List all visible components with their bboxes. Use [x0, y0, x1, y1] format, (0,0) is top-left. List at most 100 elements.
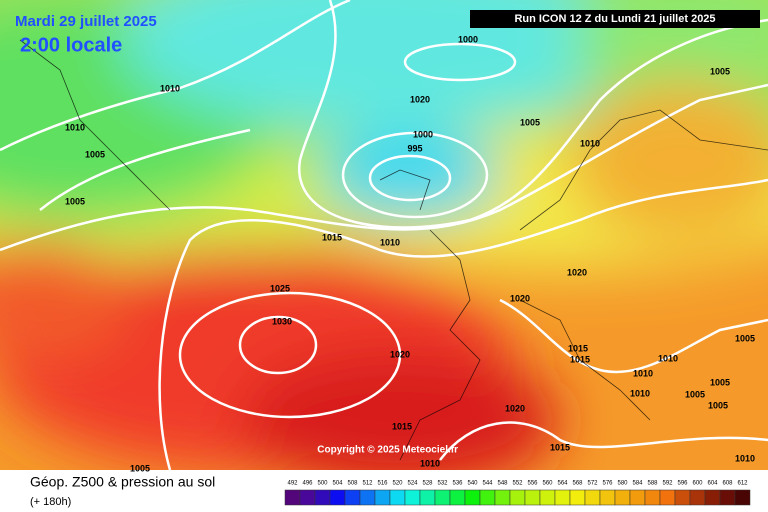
colorbar-label: 576	[602, 481, 613, 487]
date: Mardi 29 juillet 2025	[15, 13, 157, 30]
colorbar-label: 596	[677, 481, 688, 487]
colorbar-label: 548	[497, 481, 508, 487]
isobar-label: 1015	[570, 354, 590, 364]
colorbar-label: 508	[347, 481, 358, 487]
isobar-label: 1020	[410, 94, 430, 104]
isobar-label: 1010	[420, 458, 440, 468]
colorbar-swatch	[434, 489, 451, 506]
colorbar-label: 612	[737, 481, 748, 487]
isobar-label: 1015	[392, 421, 412, 431]
colorbar-swatch	[329, 489, 346, 506]
footer-lead: (+ 180h)	[30, 496, 71, 508]
field: Copyright © 2025 Meteociel.fr	[0, 0, 768, 470]
colorbar-label: 540	[467, 481, 478, 487]
isobar-label: 1020	[510, 293, 530, 303]
colorbar-swatch	[599, 489, 616, 506]
colorbar-swatch	[539, 489, 556, 506]
colorbar-swatch	[344, 489, 361, 506]
isobar-label: 1010	[633, 368, 653, 378]
colorbar-label: 532	[437, 481, 448, 487]
colorbar-label: 544	[482, 481, 493, 487]
colorbar-swatch	[659, 489, 676, 506]
isobar-label: 1005	[708, 400, 728, 410]
isobar-label: 1010	[160, 83, 180, 93]
colorbar-swatch	[719, 489, 736, 506]
isobar-label: 1015	[322, 232, 342, 242]
colorbar-swatch	[299, 489, 316, 506]
colorbar-swatch	[704, 489, 721, 506]
colorbar-swatch	[554, 489, 571, 506]
isobar-label: 1010	[630, 388, 650, 398]
run-info: Run ICON 12 Z du Lundi 21 juillet 2025	[514, 13, 715, 25]
colorbar-label: 568	[572, 481, 583, 487]
colorbar-swatch	[689, 489, 706, 506]
isobar-label: 1005	[65, 196, 85, 206]
isobar-label: 1015	[568, 343, 588, 353]
colorbar-label: 524	[407, 481, 418, 487]
isobar-label: 995	[407, 143, 422, 153]
colorbar-label: 516	[377, 481, 388, 487]
colorbar-label: 556	[527, 481, 538, 487]
colorbar-swatch	[734, 489, 751, 506]
colorbar-label: 564	[557, 481, 568, 487]
colorbar-label: 592	[662, 481, 673, 487]
colorbar-label: 504	[332, 481, 343, 487]
isobar-label: 1005	[710, 66, 730, 76]
isobar-label: 1015	[550, 442, 570, 452]
colorbar-swatch	[404, 489, 421, 506]
colorbar-swatch	[644, 489, 661, 506]
colorbar-swatch	[584, 489, 601, 506]
colorbar-swatch	[509, 489, 526, 506]
isobar-label: 1010	[380, 237, 400, 247]
colorbar-swatch	[464, 489, 481, 506]
colorbar-label: 552	[512, 481, 523, 487]
isobar-label: 1005	[710, 377, 730, 387]
colorbar-label: 604	[707, 481, 718, 487]
copyright: Copyright © 2025 Meteociel.fr	[317, 445, 458, 456]
colorbar-label: 492	[287, 481, 298, 487]
colorbar-label: 588	[647, 481, 658, 487]
colorbar-swatch	[569, 489, 586, 506]
colorbar-label: 536	[452, 481, 463, 487]
colorbar-label: 500	[317, 481, 328, 487]
colorbar-label: 608	[722, 481, 733, 487]
run-box	[470, 10, 760, 28]
colorbar-swatch	[359, 489, 376, 506]
isobar-label: 1010	[735, 453, 755, 463]
colorbar-swatch	[524, 489, 541, 506]
isobar-label: 1000	[458, 34, 478, 44]
footer-title: Géop. Z500 & pression au sol	[30, 474, 215, 490]
colorbar-swatch	[419, 489, 436, 506]
isobar-label: 1020	[505, 403, 525, 413]
colorbar-swatch	[674, 489, 691, 506]
colorbar-label: 528	[422, 481, 433, 487]
isobar-label: 1025	[270, 283, 290, 293]
colorbar-label: 560	[542, 481, 553, 487]
local-time: 2:00 locale	[20, 34, 122, 56]
isobar-label: 1010	[580, 138, 600, 148]
isobar-label: 1005	[85, 149, 105, 159]
colorbar-swatch	[614, 489, 631, 506]
isobar-label: 1030	[272, 316, 292, 326]
colorbar-swatch	[494, 489, 511, 506]
isobar-label: 1005	[685, 389, 705, 399]
colorbar-swatch	[389, 489, 406, 506]
colorbar-label: 520	[392, 481, 403, 487]
isobar-label: 1000	[413, 129, 433, 139]
colorbar-swatch	[629, 489, 646, 506]
isobar-label: 1010	[65, 122, 85, 132]
isobar-label: 1005	[735, 333, 755, 343]
colorbar-swatch	[479, 489, 496, 506]
isobar-label: 1020	[390, 349, 410, 359]
isobar-label: 1020	[567, 267, 587, 277]
colorbar-label: 580	[617, 481, 628, 487]
colorbar-label: 600	[692, 481, 703, 487]
isobar-label: 1010	[658, 353, 678, 363]
colorbar-label: 512	[362, 481, 373, 487]
colorbar-swatch	[449, 489, 466, 506]
colorbar-label: 496	[302, 481, 313, 487]
colorbar-label: 572	[587, 481, 598, 487]
isobar-label: 1005	[130, 463, 150, 473]
